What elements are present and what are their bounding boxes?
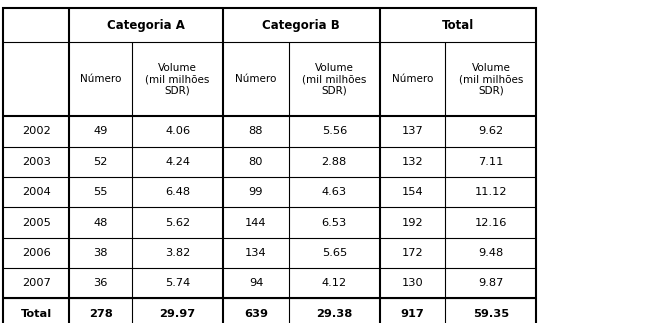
Text: 11.12: 11.12 [474,187,507,197]
Text: 80: 80 [249,157,263,167]
Text: 52: 52 [93,157,108,167]
Text: Volume
(mil milhões
SDR): Volume (mil milhões SDR) [302,63,367,96]
Text: 5.74: 5.74 [165,278,190,288]
Text: 130: 130 [401,278,424,288]
Text: 639: 639 [244,309,268,318]
Text: 6.53: 6.53 [322,218,347,227]
Text: 154: 154 [402,187,423,197]
Text: 29.97: 29.97 [160,309,195,318]
Text: Número: Número [392,74,433,84]
Text: 137: 137 [401,127,424,136]
Bar [3,8,536,323]
Text: 4.63: 4.63 [322,187,347,197]
Text: 12.16: 12.16 [474,218,507,227]
Text: 5.56: 5.56 [322,127,347,136]
Text: Número: Número [236,74,276,84]
Text: 144: 144 [245,218,266,227]
Text: Total: Total [20,309,52,318]
Text: 2003: 2003 [22,157,51,167]
Text: 917: 917 [401,309,424,318]
Text: Volume
(mil milhões
SDR): Volume (mil milhões SDR) [459,63,523,96]
Text: 59.35: 59.35 [473,309,509,318]
Text: 49: 49 [93,127,108,136]
Text: 278: 278 [89,309,113,318]
Text: Categoria B: Categoria B [263,18,340,32]
Text: 3.82: 3.82 [165,248,190,258]
Text: 9.62: 9.62 [478,127,503,136]
Text: 9.87: 9.87 [478,278,503,288]
Text: Volume
(mil milhões
SDR): Volume (mil milhões SDR) [145,63,210,96]
Text: 134: 134 [245,248,266,258]
Text: 7.11: 7.11 [478,157,503,167]
Text: Categoria A: Categoria A [107,18,185,32]
Text: 2005: 2005 [22,218,51,227]
Text: 2002: 2002 [22,127,51,136]
Text: 172: 172 [402,248,423,258]
Text: 5.62: 5.62 [165,218,190,227]
Text: Total: Total [442,18,474,32]
Text: 6.48: 6.48 [165,187,190,197]
Text: 2006: 2006 [22,248,51,258]
Text: 38: 38 [93,248,108,258]
Text: 5.65: 5.65 [322,248,347,258]
Text: 36: 36 [93,278,108,288]
Text: 9.48: 9.48 [478,248,503,258]
Text: 2007: 2007 [22,278,51,288]
Text: 94: 94 [249,278,263,288]
Text: 132: 132 [402,157,423,167]
Text: 4.06: 4.06 [165,127,190,136]
Text: 2004: 2004 [22,187,51,197]
Text: 99: 99 [249,187,263,197]
Text: 29.38: 29.38 [316,309,353,318]
Text: 2.88: 2.88 [322,157,347,167]
Text: 4.24: 4.24 [165,157,190,167]
Text: Número: Número [80,74,121,84]
Text: 192: 192 [402,218,423,227]
Text: 48: 48 [93,218,108,227]
Text: 88: 88 [249,127,263,136]
Text: 55: 55 [93,187,108,197]
Text: 4.12: 4.12 [322,278,347,288]
